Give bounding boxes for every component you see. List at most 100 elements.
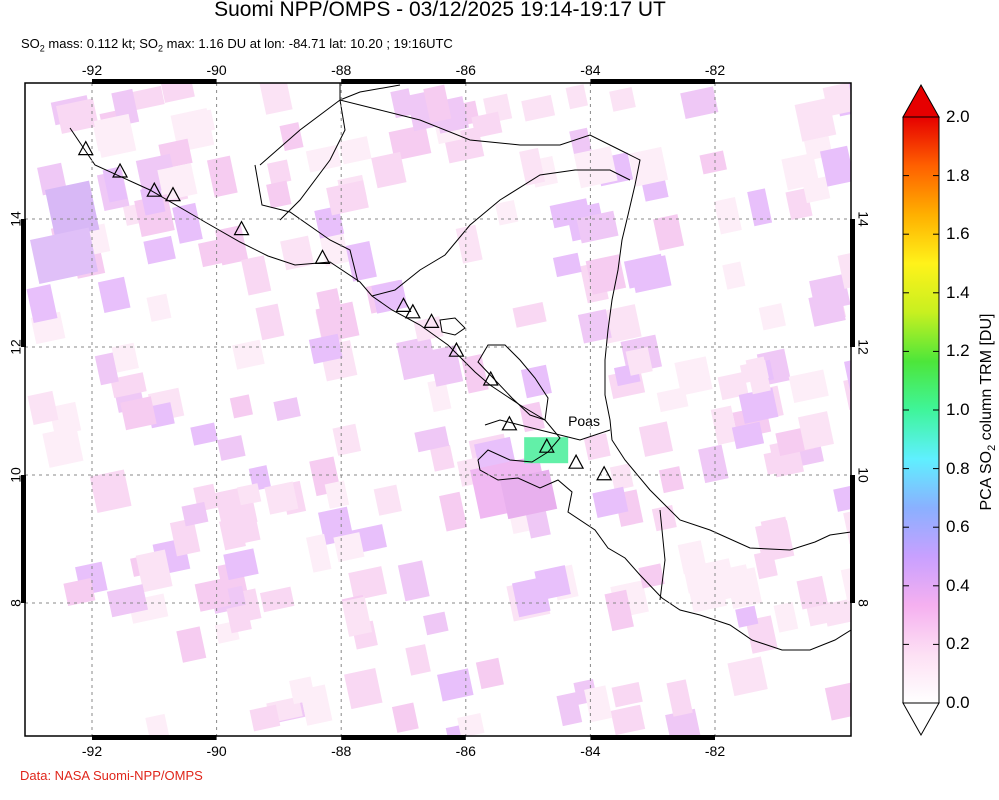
frame-bar-top — [341, 79, 466, 84]
frame-ticks — [21, 79, 855, 740]
country-border — [279, 99, 346, 221]
so2-pixel — [140, 568, 169, 592]
volcano-label-poas: Poas — [568, 413, 600, 429]
country-border — [371, 169, 631, 297]
so2-pixel — [391, 702, 419, 733]
so2-pixel — [341, 596, 373, 637]
so2-pixel — [610, 704, 646, 736]
volcano-icon — [77, 140, 94, 156]
so2-pixel — [206, 155, 238, 198]
so2-pixel — [819, 145, 851, 187]
so2-pixel — [146, 293, 172, 322]
so2-pixel — [259, 83, 293, 115]
so2-pixel — [371, 151, 407, 189]
so2-pixel — [625, 347, 653, 376]
lat-label-right: 14 — [855, 211, 871, 227]
so2-pixel — [628, 146, 669, 187]
lon-label-bottom: -90 — [206, 743, 226, 759]
so2-pixel — [396, 336, 438, 381]
so2-pixel — [680, 86, 719, 120]
so2-pixel — [824, 680, 851, 721]
so2-pixel — [56, 98, 99, 134]
country-border — [484, 419, 611, 441]
so2-pixel — [713, 197, 742, 235]
colorbar-ticks — [903, 116, 939, 704]
frame-bar-left — [21, 475, 26, 603]
colorbar-tick-label: 1.8 — [946, 165, 970, 185]
so2-pixel — [348, 566, 388, 601]
so2-pixel — [658, 466, 685, 494]
subtitle-part: max: 1.16 DU at lon: -84.71 lat: 10.20 ;… — [163, 36, 453, 51]
lat-label-left: 12 — [8, 339, 24, 355]
so2-pixel — [332, 423, 362, 456]
volcano-icon — [596, 465, 613, 481]
so2-pixel — [217, 435, 246, 461]
so2-pixel — [30, 227, 99, 285]
so2-pixel — [471, 111, 503, 139]
so2-pixel — [299, 684, 333, 726]
so2-pixel — [802, 176, 831, 204]
so2-pixel — [339, 136, 372, 165]
volcano-icon — [146, 181, 163, 197]
colorbar-label-subscript: 2 — [986, 444, 999, 451]
lon-label-top: -90 — [206, 62, 226, 78]
so2-pixel — [110, 372, 147, 399]
so2-pixel — [437, 668, 474, 702]
so2-pixel — [609, 463, 634, 491]
subtitle-part: SO — [21, 36, 40, 51]
so2-pixel — [638, 421, 674, 457]
so2-pixel — [308, 333, 343, 365]
so2-pixel — [324, 480, 350, 509]
frame-bar-top — [92, 79, 217, 84]
so2-pixel — [651, 504, 677, 532]
so2-pixel — [698, 444, 729, 484]
so2-pixel — [822, 596, 851, 627]
so2-pixel — [585, 254, 627, 295]
so2-pixel — [747, 188, 773, 227]
so2-pixel — [808, 291, 846, 327]
colorbar-tick-label: 1.6 — [946, 224, 970, 244]
so2-pixel — [738, 387, 779, 424]
so2-pixel — [373, 484, 402, 516]
so2-pixel — [512, 301, 547, 328]
volcano-icon — [482, 370, 499, 386]
country-border — [659, 509, 666, 601]
lat-label-left: 14 — [8, 211, 24, 227]
axis-labels: -92 -92 -90 -90 -88 -88 -86 -86 -84 -84 -82 -82 8 8 10… — [8, 62, 872, 759]
so2-pixel — [609, 87, 636, 112]
so2-pixel — [573, 146, 618, 189]
so2-pixel — [592, 486, 629, 518]
so2-pixel — [414, 426, 450, 453]
so2-pixel — [666, 679, 693, 717]
so2-pixel — [143, 235, 176, 265]
so2-pixel — [345, 240, 377, 282]
map-subtitle: SO2 mass: 0.112 kt; SO2 max: 1.16 DU at … — [21, 36, 453, 54]
so2-pixel — [198, 238, 229, 268]
so2-pixel — [89, 469, 132, 514]
so2-pixel — [280, 235, 315, 271]
volcano-icon — [404, 303, 421, 319]
so2-pixel — [181, 501, 209, 527]
so2-pixel — [428, 345, 464, 387]
so2-pixel — [710, 405, 739, 445]
so2-pixel — [232, 339, 265, 370]
so2-pixel — [674, 356, 713, 396]
so2-pixel — [94, 352, 119, 386]
lat-label-right: 10 — [855, 467, 871, 483]
so2-pixel — [461, 354, 489, 394]
so2-pixel — [534, 565, 571, 601]
so2-pixel — [45, 180, 100, 239]
lat-label-right: 12 — [855, 339, 871, 355]
so2-pixel — [26, 284, 58, 324]
so2-pixel — [638, 563, 665, 589]
so2-pixel — [241, 255, 272, 296]
caribbean-coastline — [259, 99, 851, 551]
so2-pixel — [266, 180, 292, 209]
so2-pixel — [259, 586, 295, 613]
volcano-markers — [77, 140, 613, 481]
so2-pixel — [717, 371, 749, 401]
so2-pixel — [423, 84, 452, 123]
so2-pixel — [773, 601, 799, 633]
so2-pixel — [794, 97, 837, 142]
so2-pixel — [326, 180, 369, 216]
